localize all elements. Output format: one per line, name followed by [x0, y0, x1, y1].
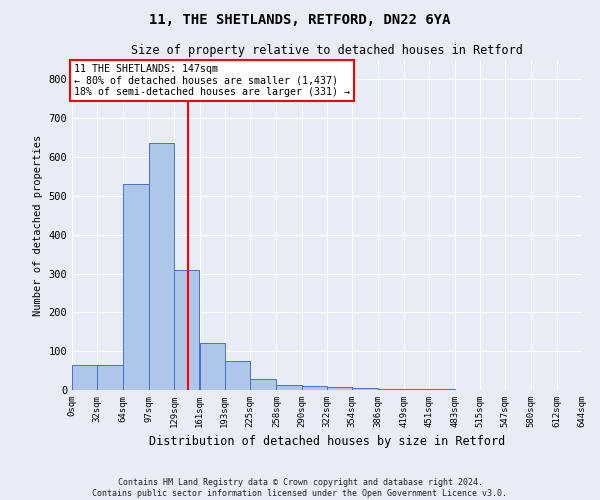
Bar: [352, 388, 377, 390]
Bar: [72, 365, 97, 390]
Text: 11, THE SHETLANDS, RETFORD, DN22 6YA: 11, THE SHETLANDS, RETFORD, DN22 6YA: [149, 12, 451, 26]
Title: Size of property relative to detached houses in Retford: Size of property relative to detached ho…: [131, 44, 523, 58]
Text: Contains HM Land Registry data © Crown copyright and database right 2024.
Contai: Contains HM Land Registry data © Crown c…: [92, 478, 508, 498]
Bar: [97, 365, 122, 390]
Bar: [225, 361, 250, 390]
Bar: [429, 389, 455, 390]
Bar: [302, 386, 327, 390]
Bar: [174, 270, 199, 390]
Bar: [377, 389, 404, 390]
Bar: [404, 389, 429, 390]
Y-axis label: Number of detached properties: Number of detached properties: [33, 134, 43, 316]
Bar: [199, 344, 225, 390]
Text: 11 THE SHETLANDS: 147sqm
← 80% of detached houses are smaller (1,437)
18% of sem: 11 THE SHETLANDS: 147sqm ← 80% of detach…: [74, 64, 350, 97]
Bar: [122, 184, 149, 390]
Bar: [327, 388, 352, 390]
Bar: [277, 384, 302, 390]
X-axis label: Distribution of detached houses by size in Retford: Distribution of detached houses by size …: [149, 436, 505, 448]
Bar: [250, 379, 277, 390]
Bar: [149, 144, 174, 390]
